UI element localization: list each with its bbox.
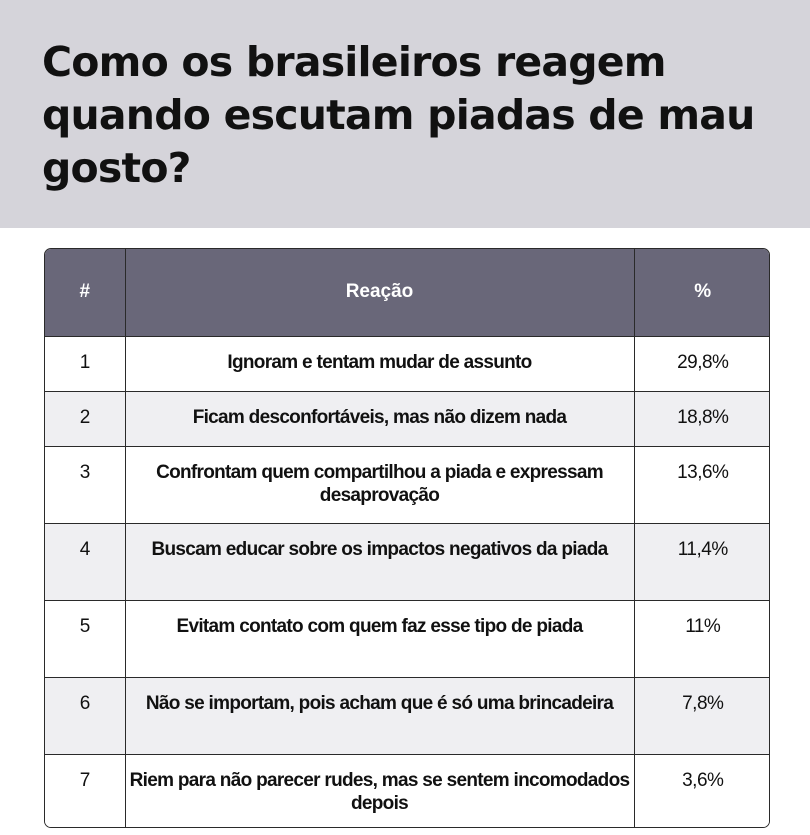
row-number: 4 <box>45 523 126 600</box>
row-reaction: Riem para não parecer rudes, mas se sent… <box>125 754 635 827</box>
table-row: 1 Ignoram e tentam mudar de assunto 29,8… <box>45 336 769 391</box>
row-number: 1 <box>45 336 126 391</box>
row-reaction: Não se importam, pois acham que é só uma… <box>125 677 635 754</box>
table-row: 2 Ficam desconfortáveis, mas não dizem n… <box>45 391 769 446</box>
table-row: 6 Não se importam, pois acham que é só u… <box>45 677 769 754</box>
header-reaction: Reação <box>125 249 635 336</box>
row-number: 6 <box>45 677 126 754</box>
table-row: 7 Riem para não parecer rudes, mas se se… <box>45 754 769 827</box>
row-percent: 29,8% <box>677 351 729 373</box>
row-percent: 18,8% <box>677 406 729 428</box>
row-number: 5 <box>45 600 126 677</box>
table-header-row: # Reação % <box>45 249 769 336</box>
row-number: 3 <box>45 446 126 523</box>
page-title: Como os brasileiros reagem quando escuta… <box>42 38 755 192</box>
data-table: # Reação % 1 Ignoram e tentam mudar de a… <box>45 249 769 827</box>
row-reaction: Buscam educar sobre os impactos negativo… <box>125 523 635 600</box>
row-percent: 7,8% <box>682 692 724 714</box>
row-reaction: Ficam desconfortáveis, mas não dizem nad… <box>125 391 635 446</box>
row-percent: 11% <box>685 615 721 637</box>
row-percent: 11,4% <box>677 538 728 560</box>
table-row: 5 Evitam contato com quem faz esse tipo … <box>45 600 769 677</box>
table-row: 3 Confrontam quem compartilhou a piada e… <box>45 446 769 523</box>
row-percent: 13,6% <box>677 461 729 483</box>
header-percent: % <box>694 281 712 303</box>
row-reaction: Evitam contato com quem faz esse tipo de… <box>125 600 635 677</box>
row-number: 7 <box>45 754 126 827</box>
row-reaction: Ignoram e tentam mudar de assunto <box>125 336 635 391</box>
row-number: 2 <box>45 391 126 446</box>
reactions-table: # Reação % 1 Ignoram e tentam mudar de a… <box>44 248 770 828</box>
table-row: 4 Buscam educar sobre os impactos negati… <box>45 523 769 600</box>
title-banner: Como os brasileiros reagem quando escuta… <box>0 0 810 228</box>
row-percent: 3,6% <box>682 769 724 791</box>
row-reaction: Confrontam quem compartilhou a piada e e… <box>125 446 635 523</box>
header-number: # <box>45 249 126 336</box>
